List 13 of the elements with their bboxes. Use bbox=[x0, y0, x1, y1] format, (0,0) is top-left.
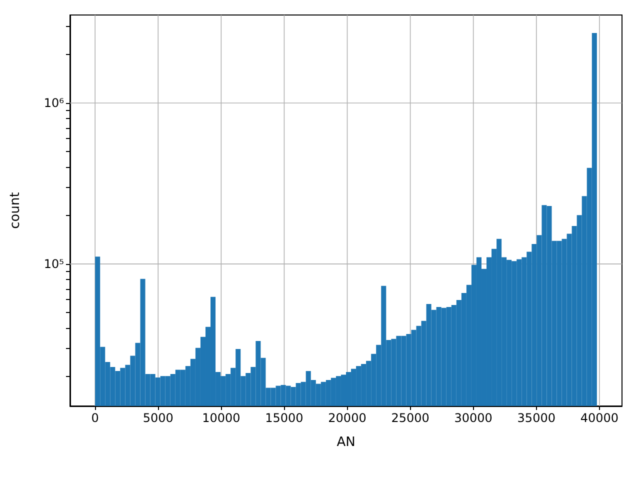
x-tick-label: 10000 bbox=[202, 411, 240, 425]
x-tick-label: 30000 bbox=[454, 411, 492, 425]
x-tick-label: 15000 bbox=[265, 411, 304, 425]
x-tick-label: 5000 bbox=[142, 411, 174, 425]
x-tick-label: 25000 bbox=[391, 411, 430, 425]
x-tick-label: 20000 bbox=[328, 411, 366, 425]
x-axis-title: AN bbox=[336, 435, 356, 450]
x-tick-label: 40000 bbox=[580, 411, 619, 425]
y-tick-label: 10⁶ bbox=[44, 96, 64, 110]
y-axis-title: count bbox=[8, 192, 23, 229]
x-tick-label: 0 bbox=[91, 411, 99, 425]
y-tick-label: 10⁵ bbox=[44, 256, 64, 271]
x-tick-label: 35000 bbox=[517, 411, 556, 425]
